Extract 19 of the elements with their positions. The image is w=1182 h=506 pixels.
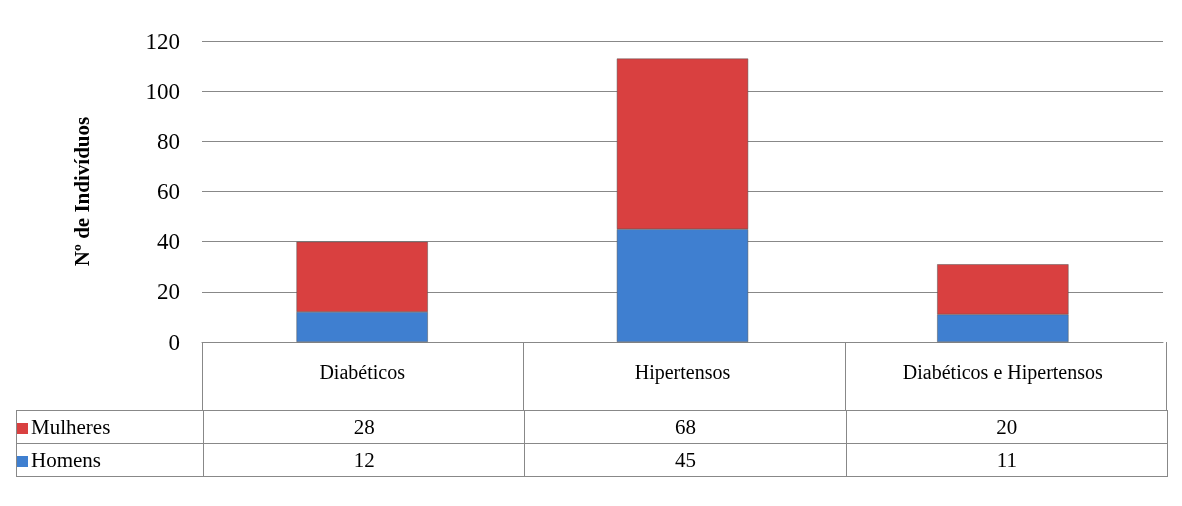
- y-tick-label: 20: [157, 279, 180, 305]
- data-label: 11: [846, 443, 1168, 477]
- x-tick-label: Diabéticos: [319, 361, 406, 383]
- y-axis-title: Nº de Indivíduos: [69, 116, 94, 267]
- data-label: 28: [203, 410, 525, 444]
- y-tick-label: 40: [157, 229, 180, 255]
- data-label: 12: [203, 443, 525, 477]
- y-tick-label: 0: [168, 329, 180, 355]
- legend-label: Homens: [16, 443, 204, 477]
- y-tick-label: 100: [145, 78, 180, 104]
- legend-label: Mulheres: [16, 410, 204, 444]
- x-tick-label: Diabéticos e Hipertensos: [902, 361, 1104, 384]
- y-tick-label: 80: [157, 128, 180, 154]
- data-label: 68: [524, 410, 847, 444]
- y-tick-label: 60: [157, 179, 180, 204]
- y-tick-label: 120: [145, 28, 180, 54]
- data-label: 20: [846, 410, 1168, 444]
- x-tick-label: Hipertensos: [634, 361, 731, 384]
- data-label: 45: [524, 443, 847, 477]
